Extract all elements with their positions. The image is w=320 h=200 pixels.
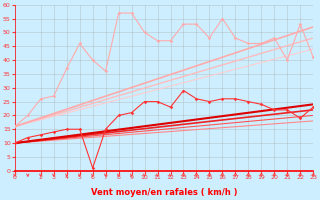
X-axis label: Vent moyen/en rafales ( km/h ): Vent moyen/en rafales ( km/h ) (91, 188, 237, 197)
